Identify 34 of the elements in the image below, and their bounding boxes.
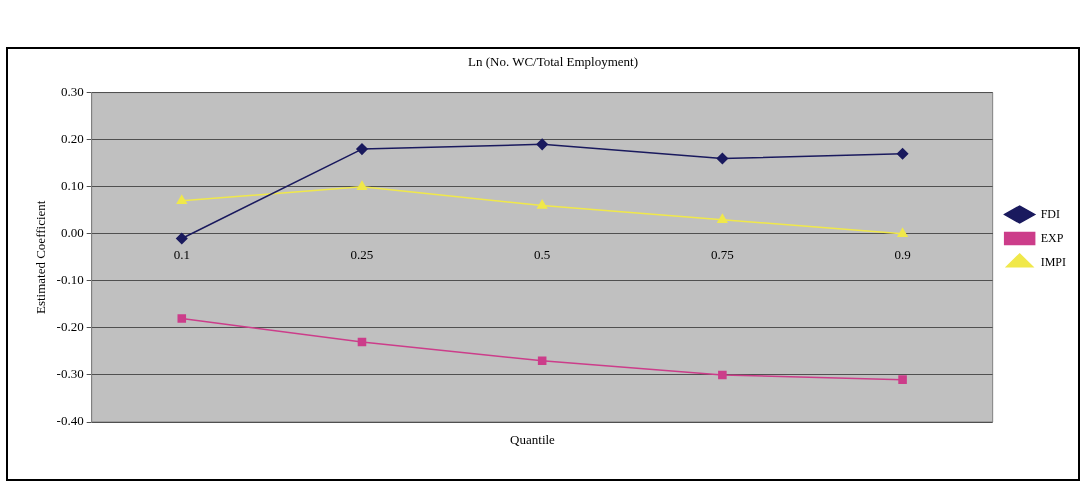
y-tick-label: -0.40 — [56, 413, 84, 429]
point — [716, 152, 729, 165]
y-tick-label: 0.30 — [60, 84, 84, 100]
point — [177, 314, 187, 323]
point — [357, 337, 367, 347]
y-tick-label: -0.30 — [56, 366, 84, 382]
y-tick-label: 0.00 — [60, 225, 84, 241]
point — [176, 195, 187, 205]
x-axis-title: Quantile — [509, 432, 556, 448]
point — [537, 356, 547, 366]
point — [718, 370, 727, 380]
y-tick-label: 0.10 — [60, 178, 84, 194]
point — [537, 199, 548, 209]
chart-title: Ln (No. WC/Total Employment) — [468, 54, 638, 70]
point — [356, 143, 368, 155]
point — [356, 180, 368, 190]
x-tick-label: 0.9 — [894, 246, 911, 262]
y-axis-title: Estimated Coefficient — [33, 200, 49, 315]
point — [536, 138, 548, 151]
legend-label: IMPI — [1040, 254, 1067, 269]
x-tick-label: 0.25 — [350, 246, 374, 262]
point — [898, 375, 907, 384]
point — [897, 228, 908, 238]
legend-label: FDI — [1040, 206, 1061, 221]
x-tick-label: 0.5 — [534, 246, 551, 262]
x-tick-label: 0.75 — [710, 246, 734, 262]
legend-label: EXP — [1040, 230, 1064, 245]
point — [176, 232, 188, 245]
point — [896, 148, 909, 160]
y-tick-label: -0.20 — [56, 319, 84, 335]
y-tick-label: -0.10 — [56, 272, 84, 288]
x-tick-label: 0.1 — [173, 246, 190, 262]
y-tick-label: 0.20 — [60, 131, 84, 147]
point — [717, 213, 728, 223]
